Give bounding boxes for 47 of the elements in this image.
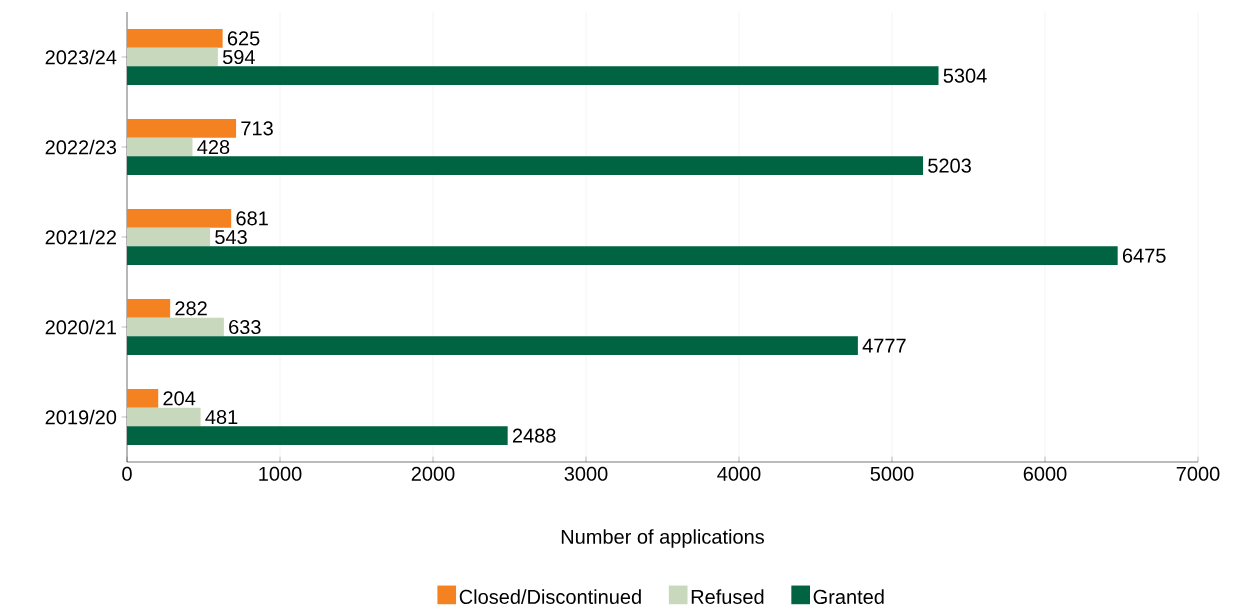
data-label: 594	[222, 49, 255, 65]
data-label: 543	[215, 229, 247, 245]
x-tick-label: 6000	[1023, 466, 1067, 481]
data-label: 282	[175, 301, 207, 316]
x-tick-label: 4000	[717, 466, 761, 481]
bar	[127, 227, 211, 247]
y-tick-label: 2021/22	[45, 229, 116, 245]
bar	[127, 156, 924, 176]
data-label: 5203	[928, 158, 971, 173]
y-tick-label: 2022/23	[45, 139, 117, 155]
bar	[127, 47, 218, 67]
bar	[127, 336, 858, 356]
data-label: 5304	[943, 68, 987, 83]
bar	[127, 137, 193, 157]
legend-label: Granted	[813, 589, 884, 604]
data-label: 204	[163, 391, 196, 406]
y-tick-label: 2020/21	[45, 319, 116, 335]
legend-label: Refused	[691, 589, 764, 604]
data-label: 681	[236, 211, 268, 226]
x-tick-label: 3000	[564, 466, 608, 481]
data-label: 428	[197, 139, 230, 155]
bar	[127, 119, 237, 138]
data-label: 481	[205, 409, 238, 425]
y-tick-label: 2019/20	[45, 409, 117, 425]
bar	[127, 299, 171, 318]
bar	[127, 407, 201, 427]
bar	[127, 426, 508, 446]
bar	[127, 209, 232, 228]
x-tick-label: 5000	[870, 466, 914, 481]
bar	[127, 317, 224, 337]
bar	[127, 246, 1118, 266]
x-tick-label: 1000	[259, 466, 302, 481]
x-axis-title: Number of applications	[561, 529, 764, 548]
bar	[127, 29, 223, 48]
x-tick-label: 2000	[411, 466, 455, 481]
data-label: 625	[227, 31, 260, 46]
data-label: 6475	[1122, 248, 1166, 263]
bar	[127, 389, 159, 408]
data-label: 713	[241, 121, 273, 136]
data-label: 2488	[512, 428, 556, 443]
data-label: 4777	[862, 338, 906, 353]
y-tick-label: 2023/24	[45, 49, 117, 65]
x-tick-label: 0	[122, 466, 132, 481]
bar	[127, 66, 939, 86]
x-tick-label: 7000	[1176, 466, 1220, 481]
data-label: 633	[229, 319, 261, 335]
legend-label: Closed/Discontinued	[459, 589, 641, 604]
